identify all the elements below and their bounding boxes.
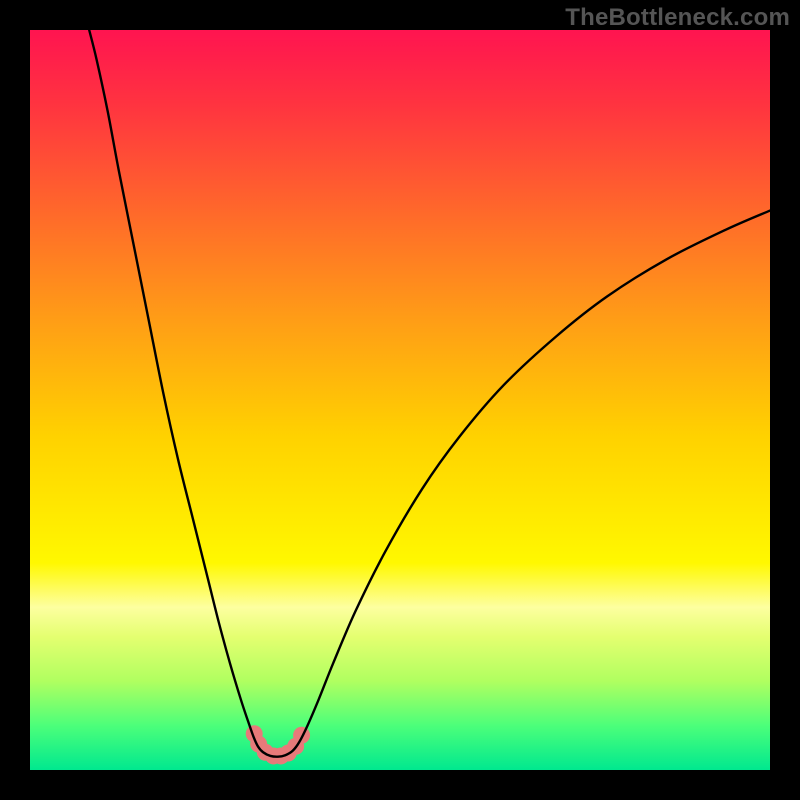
watermark-text: TheBottleneck.com — [565, 4, 790, 32]
plot-area — [30, 30, 770, 770]
chart-frame: TheBottleneck.com — [0, 0, 800, 800]
plot-svg — [30, 30, 770, 770]
gradient-background — [30, 30, 770, 770]
minimum-marker — [293, 727, 310, 744]
